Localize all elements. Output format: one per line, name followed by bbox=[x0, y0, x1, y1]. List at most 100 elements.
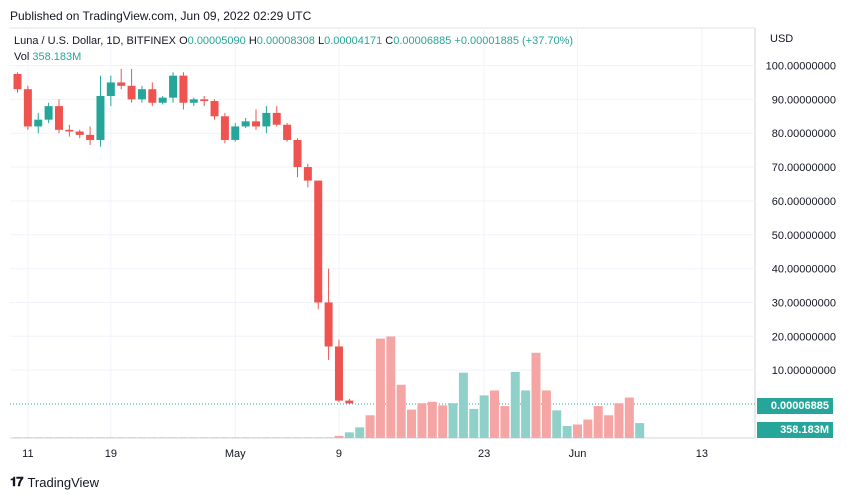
tradingview-logo-icon: 𝟏𝟕 bbox=[10, 474, 24, 489]
volume-bar bbox=[313, 437, 323, 438]
candle-body bbox=[117, 82, 126, 86]
volume-bar bbox=[510, 371, 520, 438]
candle-body bbox=[314, 180, 323, 303]
volume-label: Vol bbox=[14, 51, 30, 63]
volume-bar bbox=[64, 437, 74, 438]
candle-body bbox=[106, 82, 115, 96]
volume-bar bbox=[344, 432, 354, 438]
candle-body bbox=[158, 97, 167, 103]
currency-label: USD bbox=[770, 33, 794, 45]
tradingview-brand[interactable]: 𝟏𝟕 TradingView bbox=[10, 474, 99, 490]
candle-body bbox=[44, 106, 53, 120]
candle-body bbox=[272, 112, 281, 125]
volume-bar bbox=[614, 403, 624, 438]
candle-body bbox=[345, 400, 354, 404]
volume-bar bbox=[75, 437, 85, 438]
candle-body bbox=[13, 73, 22, 90]
volume-bar bbox=[593, 406, 603, 438]
y-tick-label: 100.00000000 bbox=[766, 61, 836, 73]
volume-bar bbox=[438, 405, 448, 438]
volume-bar bbox=[251, 437, 261, 438]
volume-bar bbox=[178, 437, 188, 438]
candle-body bbox=[86, 134, 95, 140]
volume-value: 358.183M bbox=[32, 51, 82, 63]
x-tick-label: 23 bbox=[478, 448, 490, 460]
candle-body bbox=[127, 85, 136, 100]
candle-body bbox=[148, 89, 157, 103]
volume-bar bbox=[272, 437, 282, 438]
candle-body bbox=[231, 126, 240, 140]
volume-bar bbox=[230, 437, 240, 438]
open-value: 0.00005090 bbox=[187, 35, 246, 47]
candle-body bbox=[210, 101, 219, 117]
last-price-label: 0.00006885 bbox=[757, 398, 833, 414]
candle-body bbox=[252, 121, 261, 127]
high-label: H bbox=[248, 35, 257, 47]
y-tick-label: 70.00000000 bbox=[772, 162, 836, 174]
candle-body bbox=[303, 167, 312, 181]
low-label: L bbox=[317, 35, 325, 47]
volume-bar bbox=[365, 415, 375, 438]
x-tick-label: May bbox=[225, 448, 246, 460]
candle-body bbox=[65, 129, 74, 132]
y-tick-label: 40.00000000 bbox=[772, 264, 836, 276]
candle-body bbox=[179, 75, 188, 103]
volume-bar bbox=[562, 425, 572, 438]
volume-bar bbox=[23, 437, 33, 438]
candle-body bbox=[75, 131, 84, 135]
volume-bar bbox=[168, 437, 178, 438]
volume-bar bbox=[427, 401, 437, 438]
y-tick-label: 20.00000000 bbox=[772, 331, 836, 343]
candle-body bbox=[220, 116, 229, 140]
x-tick-label: 11 bbox=[22, 448, 33, 460]
volume-bar bbox=[189, 437, 199, 438]
candle-body bbox=[324, 302, 333, 347]
close-value: 0.00006885 bbox=[393, 35, 452, 47]
open-label: O bbox=[179, 35, 188, 47]
volume-bar bbox=[241, 437, 251, 438]
volume-bar bbox=[458, 372, 468, 438]
candle-body bbox=[283, 124, 292, 140]
y-tick-label: 90.00000000 bbox=[772, 94, 836, 106]
volume-bar bbox=[85, 437, 95, 438]
volume-bar bbox=[448, 403, 458, 438]
y-tick-label: 30.00000000 bbox=[772, 297, 836, 309]
volume-bar bbox=[624, 397, 634, 438]
x-tick-label: 13 bbox=[696, 448, 708, 460]
volume-bar bbox=[324, 437, 334, 438]
ohlc-legend: Luna / U.S. Dollar, 1D, BITFINEX O0.0000… bbox=[14, 35, 573, 47]
close-label: C bbox=[385, 35, 394, 47]
volume-bar bbox=[604, 415, 614, 438]
symbol-title: Luna / U.S. Dollar, 1D, BITFINEX bbox=[14, 35, 177, 47]
volume-bar bbox=[583, 419, 593, 438]
volume-bar bbox=[33, 437, 43, 438]
y-tick-label: 60.00000000 bbox=[772, 196, 836, 208]
volume-bar bbox=[292, 437, 302, 438]
volume-bar bbox=[552, 410, 562, 438]
volume-legend: Vol 358.183M bbox=[14, 51, 81, 63]
volume-bar bbox=[95, 437, 105, 438]
candle-body bbox=[334, 346, 343, 401]
volume-bar bbox=[158, 437, 168, 438]
candle-body bbox=[137, 89, 146, 100]
volume-bar bbox=[303, 437, 313, 438]
volume-bar bbox=[116, 437, 126, 438]
y-tick-label: 50.00000000 bbox=[772, 230, 836, 242]
volume-bar bbox=[417, 403, 427, 438]
candle-body bbox=[189, 99, 198, 103]
candle-body bbox=[241, 121, 250, 127]
volume-bar bbox=[355, 427, 365, 438]
volume-bar bbox=[531, 352, 541, 438]
volume-bar bbox=[282, 437, 292, 438]
last-volume-label: 358.183M bbox=[757, 422, 833, 438]
volume-bar bbox=[210, 437, 220, 438]
change-value: +0.00001885 (+37.70%) bbox=[454, 35, 574, 47]
volume-bar bbox=[469, 408, 479, 438]
volume-bar bbox=[137, 437, 147, 438]
volume-bar bbox=[635, 423, 645, 438]
volume-bar bbox=[572, 424, 582, 438]
volume-bar bbox=[199, 437, 209, 438]
y-tick-label: 10.00000000 bbox=[772, 365, 836, 377]
volume-bar bbox=[334, 435, 344, 438]
